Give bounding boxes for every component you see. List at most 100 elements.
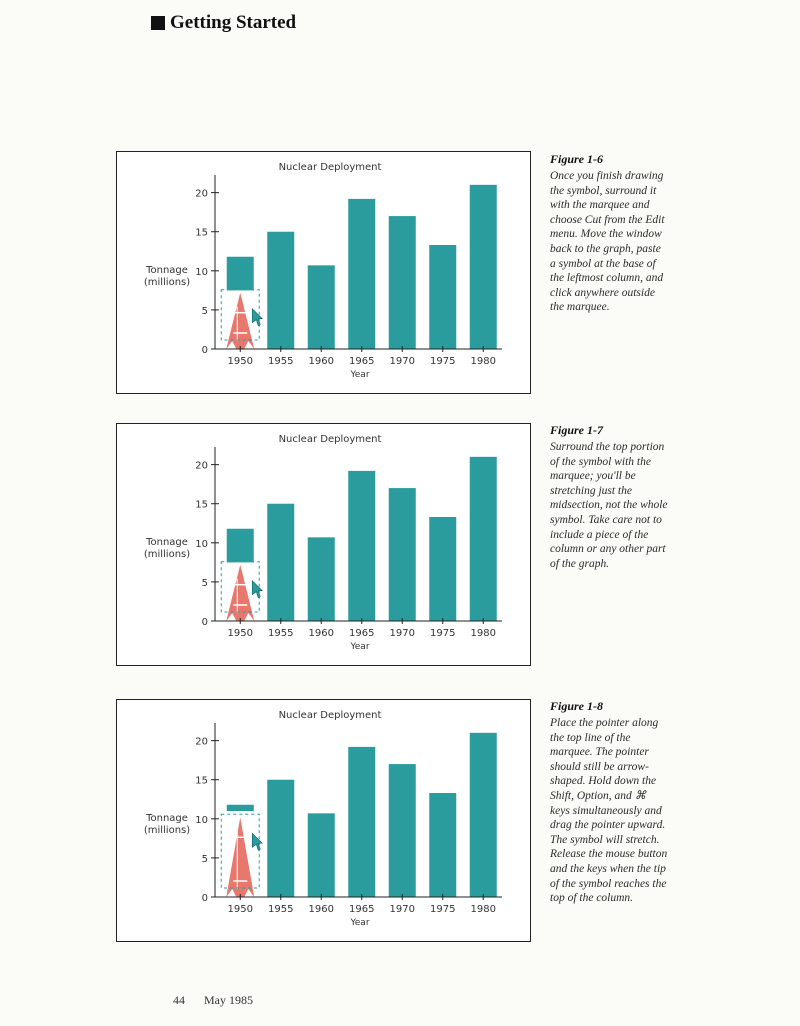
y-tick-label: 10: [195, 539, 208, 550]
pointer-icon: [251, 579, 263, 599]
footer-date: May 1985: [204, 993, 253, 1007]
x-tick-label: 1950: [228, 628, 253, 639]
y-axis-label: (millions): [144, 549, 190, 560]
pointer-icon: [251, 832, 263, 851]
bar-1955: [267, 503, 295, 621]
bar-1975: [429, 793, 457, 897]
chart-title: Nuclear Deployment: [279, 434, 382, 445]
chart-nuclear-deployment-1: Nuclear Deployment Tonnage(millions) 0 5 10 1…: [144, 162, 502, 380]
x-tick-label: 1980: [471, 904, 496, 915]
y-axis-label: Tonnage: [145, 537, 188, 548]
bar-1970: [388, 216, 416, 349]
x-tick-label: 1955: [268, 904, 293, 915]
y-tick-label: 20: [195, 461, 208, 472]
figure-1-8-frame: Nuclear Deployment Tonnage (millions) 0 5 10 1…: [116, 699, 531, 942]
x-tick-label: 1980: [471, 356, 496, 367]
y-tick-label: 10: [195, 815, 208, 826]
y-tick-label: 5: [202, 854, 208, 865]
figure-1-7-text: Surround the top portion of the symbol w…: [550, 441, 668, 570]
bar-1960: [307, 813, 335, 897]
bar-1980: [469, 456, 497, 621]
x-tick-label: 1975: [430, 628, 455, 639]
bar-1955: [267, 231, 295, 349]
selection-marquee: [220, 289, 260, 341]
x-tick-label: 1970: [390, 628, 415, 639]
x-axis-label: Year: [349, 918, 369, 928]
x-tick-label: 1950: [228, 904, 253, 915]
page-header: Getting Started: [151, 12, 296, 34]
bar-1950: [226, 256, 254, 291]
y-tick-label: 15: [195, 500, 208, 511]
chart-nuclear-deployment-3: Nuclear Deployment Tonnage(millions) 0 5 10 1…: [144, 710, 502, 928]
y-tick-label: 15: [195, 776, 208, 787]
y-tick-label: 20: [195, 189, 208, 200]
y-axis-label: Tonnage: [145, 265, 188, 276]
y-axis-label: (millions): [144, 825, 190, 836]
y-axis-label: Tonnage: [145, 813, 188, 824]
missile-shape: [226, 292, 255, 349]
x-tick-label: 1955: [268, 628, 293, 639]
missile-symbol: [226, 292, 255, 349]
chart-nuclear-deployment-2: Nuclear Deployment Tonnage(millions) 0 5 10 1…: [144, 434, 502, 652]
page-number: 44: [173, 993, 185, 1007]
x-tick-label: 1965: [349, 628, 374, 639]
bar-1955: [267, 779, 295, 897]
figure-1-7-caption: Figure 1-7 Surround the top portion of t…: [550, 423, 668, 571]
x-tick-label: 1955: [268, 356, 293, 367]
bar-1970: [388, 488, 416, 621]
missile-shape: [226, 564, 255, 621]
bar-1960: [307, 537, 335, 621]
figure-1-6-frame: Nuclear Deployment Tonnage (millions) 0 5 10 1…: [116, 151, 531, 394]
bar-1965: [348, 746, 376, 897]
y-tick-label: 20: [195, 737, 208, 748]
x-tick-label: 1965: [349, 356, 374, 367]
x-tick-label: 1980: [471, 628, 496, 639]
pointer-icon: [251, 307, 263, 327]
y-tick-label: 0: [202, 893, 208, 904]
selection-marquee: [220, 561, 260, 613]
figure-1-6-title: Figure 1-6: [550, 152, 604, 166]
chart-title: Nuclear Deployment: [279, 162, 382, 173]
x-tick-label: 1960: [309, 904, 334, 915]
missile-symbol: [226, 564, 255, 621]
header-bullet-square: [151, 16, 165, 30]
figure-1-8-text: Place the pointer along the top line of …: [550, 717, 668, 905]
page-footer: 44 May 1985: [173, 993, 269, 1008]
y-tick-label: 0: [202, 617, 208, 628]
bar-1980: [469, 184, 497, 349]
y-tick-label: 5: [202, 306, 208, 317]
figure-1-6-text: Once you finish drawing the symbol, surr…: [550, 170, 665, 314]
x-tick-label: 1975: [430, 904, 455, 915]
x-tick-label: 1970: [390, 904, 415, 915]
figure-1-8-title: Figure 1-8: [550, 699, 604, 713]
bar-1975: [429, 517, 457, 621]
y-tick-label: 5: [202, 578, 208, 589]
bar-1965: [348, 470, 376, 621]
bar-1950: [226, 528, 254, 563]
figure-1-7-title: Figure 1-7: [550, 423, 604, 437]
x-tick-label: 1960: [309, 628, 334, 639]
bar-1960: [307, 265, 335, 349]
selection-marquee: [220, 813, 260, 889]
x-tick-label: 1960: [309, 356, 334, 367]
y-tick-label: 10: [195, 267, 208, 278]
bar-1965: [348, 198, 376, 349]
chart-title: Nuclear Deployment: [279, 710, 382, 721]
page-title: Getting Started: [170, 12, 297, 33]
x-tick-label: 1950: [228, 356, 253, 367]
y-tick-label: 15: [195, 228, 208, 239]
missile-shape: [226, 817, 255, 897]
x-tick-label: 1970: [390, 356, 415, 367]
bar-1970: [388, 764, 416, 897]
y-tick-label: 0: [202, 345, 208, 356]
y-axis-label: (millions): [144, 277, 190, 288]
figure-1-7-frame: Nuclear Deployment Tonnage (millions) 0 5 10 1…: [116, 423, 531, 666]
bar-1975: [429, 245, 457, 349]
figure-1-8-caption: Figure 1-8 Place the pointer along the t…: [550, 699, 668, 906]
missile-symbol: [226, 817, 255, 897]
x-tick-label: 1975: [430, 356, 455, 367]
bar-1980: [469, 732, 497, 897]
figure-1-6-caption: Figure 1-6 Once you finish drawing the s…: [550, 152, 668, 315]
x-tick-label: 1965: [349, 904, 374, 915]
x-axis-label: Year: [349, 370, 369, 380]
